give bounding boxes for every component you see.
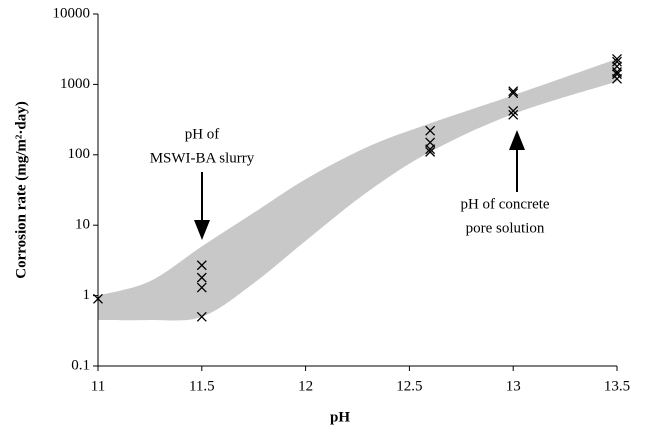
point <box>93 293 103 304</box>
point <box>612 56 622 67</box>
point <box>425 125 436 136</box>
point <box>508 105 519 116</box>
x-tick-label: 13.5 <box>604 378 630 394</box>
arrow-head <box>194 220 210 240</box>
x-tick-label: 12.5 <box>396 378 422 394</box>
point <box>612 73 622 84</box>
point <box>196 282 207 293</box>
point <box>425 144 436 155</box>
x-axis-label: pH <box>330 409 350 425</box>
y-tick-label: 10000 <box>53 5 91 21</box>
x-tick-label: 13 <box>506 378 521 394</box>
point <box>508 109 519 120</box>
point <box>508 86 519 97</box>
point <box>196 311 207 322</box>
arrow-head <box>509 130 525 150</box>
y-tick-label: 100 <box>68 146 91 162</box>
point <box>612 53 622 64</box>
y-tick-label: 1000 <box>60 76 90 92</box>
point <box>508 88 519 99</box>
x-tick-label: 11 <box>91 378 105 394</box>
y-tick-label: 1 <box>83 287 91 303</box>
annotation: MSWI-BA slurry <box>150 150 255 166</box>
band <box>98 58 617 321</box>
annotation: pH of concrete <box>460 196 549 212</box>
x-tick-label: 11.5 <box>189 378 215 394</box>
point <box>196 272 207 283</box>
y-axis-label: Corrosion rate (mg/m²·day) <box>13 101 29 279</box>
x-tick-label: 12 <box>298 378 313 394</box>
y-tick-label: 0.1 <box>71 357 90 373</box>
point <box>425 146 436 157</box>
point <box>612 69 622 80</box>
annotation: pore solution <box>466 220 545 236</box>
point <box>196 260 207 271</box>
annotation: pH of <box>185 126 220 142</box>
y-tick-label: 10 <box>75 217 90 233</box>
